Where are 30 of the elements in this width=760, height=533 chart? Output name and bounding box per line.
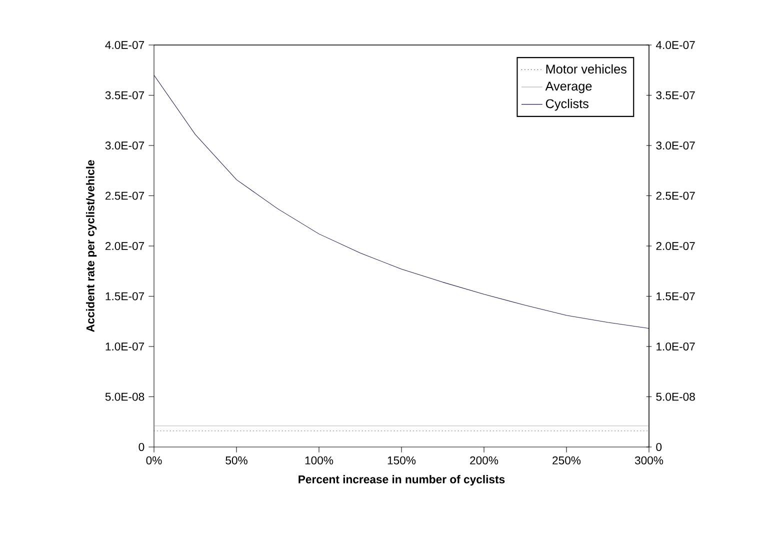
y2-tick-label: 5.0E-08 (656, 392, 695, 401)
x-tick-label: 250% (552, 456, 581, 464)
y2-tick-label: 2.5E-07 (656, 192, 695, 200)
x-tick-label: 100% (305, 456, 334, 464)
y2-tick-label: 0 (656, 442, 662, 452)
x-tick-label: 200% (470, 456, 498, 464)
y2-tick-label: 4.0E-07 (656, 41, 695, 50)
y2-tick-label: 2.0E-07 (656, 242, 695, 250)
x-tick-label: 0% (146, 456, 162, 464)
y2-tick-label: 3.5E-07 (656, 91, 695, 100)
y-tick-label: 2.0E-07 (105, 242, 144, 250)
x-tick-label: 50% (226, 456, 248, 464)
y-tick-label: 3.0E-07 (105, 142, 144, 150)
y-tick-label: 0 (138, 442, 144, 452)
y-tick-label: 4.0E-07 (105, 41, 144, 50)
legend-label: Average (545, 82, 592, 94)
legend-label: Cyclists (546, 98, 588, 111)
y-tick-label: 1.5E-07 (106, 292, 144, 300)
y-tick-label: 3.5E-07 (105, 91, 144, 100)
y-tick-label: 2.5E-07 (105, 192, 144, 200)
y2-tick-label: 1.0E-07 (656, 342, 695, 351)
y2-tick-label: 1.5E-07 (656, 292, 695, 300)
y-tick-label: 1.0E-07 (106, 342, 144, 351)
x-axis-title: Percent increase in number of cyclists (298, 475, 505, 486)
y2-tick-label: 3.0E-07 (656, 142, 695, 150)
legend-label: Motor vehicles (546, 64, 626, 74)
x-tick-label: 150% (388, 456, 416, 464)
x-tick-label: 300% (634, 456, 664, 464)
y-axis-title: Accident rate per cyclist/vehicle (86, 160, 97, 332)
y-tick-label: 5.0E-08 (105, 392, 144, 401)
